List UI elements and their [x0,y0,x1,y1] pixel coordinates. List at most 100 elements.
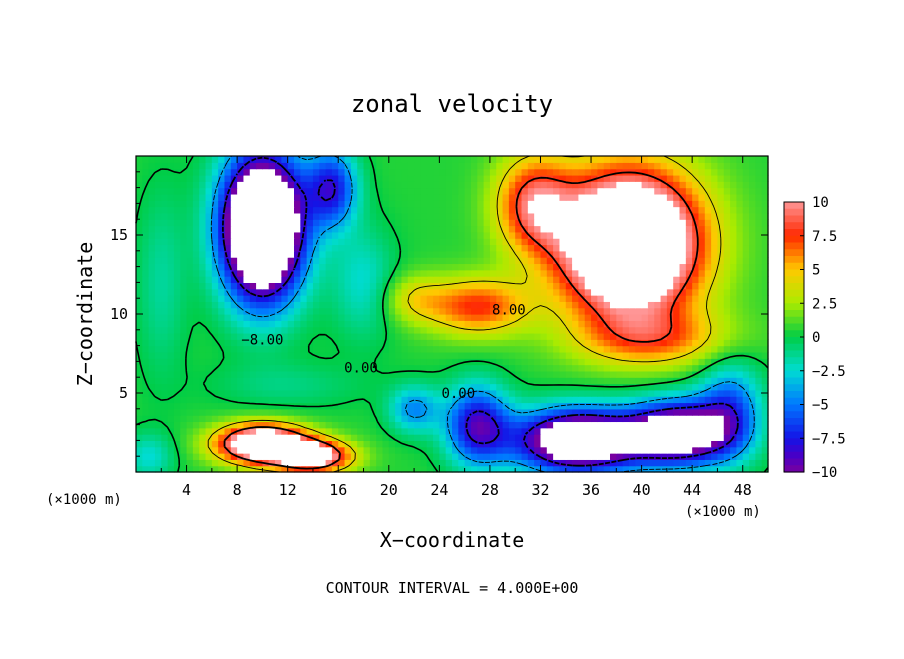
heatmap-cell [205,244,213,252]
heatmap-cell [628,181,636,189]
heatmap-cell [382,238,390,246]
heatmap-cell [186,212,194,220]
heatmap-cell [553,364,561,372]
heatmap-cell [433,364,440,372]
heatmap-cell [192,244,200,252]
heatmap-cell [628,339,636,347]
heatmap-cell [723,377,731,385]
heatmap-cell [692,295,700,302]
heatmap-cell [338,364,346,372]
heatmap-cell [736,257,744,265]
heatmap-cell [521,377,529,385]
heatmap-cell [395,421,403,429]
heatmap-cell [502,231,510,239]
heatmap-cell [376,408,384,416]
heatmap-cell [711,453,719,460]
heatmap-cell [761,427,769,435]
heatmap-cell [167,415,175,423]
heatmap-cell [723,174,731,182]
heatmap-cell [395,168,403,176]
heatmap-cell [256,238,263,246]
heatmap-cell [603,295,611,302]
heatmap-cell [584,465,592,473]
heatmap-cell [578,377,586,385]
heatmap-cell [306,320,314,328]
heatmap-cell [470,332,478,340]
heatmap-cell [730,288,737,296]
heatmap-cell [211,156,219,163]
heatmap-cell [395,377,403,385]
heatmap-cell [148,345,156,353]
heatmap-cell [572,269,579,277]
heatmap-cell [597,453,605,460]
heatmap-cell [148,206,156,214]
heatmap-cell [496,370,504,378]
heatmap-cell [237,206,245,214]
heatmap-cell [407,415,415,423]
heatmap-cell [622,339,630,347]
heatmap-cell [268,332,276,340]
heatmap-cell [641,434,649,441]
heatmap-cell [136,364,143,372]
heatmap-cell [584,351,592,359]
heatmap-cell [736,446,744,454]
heatmap-cell [281,446,289,454]
heatmap-cell [464,307,472,315]
heatmap-cell [616,225,624,233]
heatmap-cell [470,339,478,347]
heatmap-cell [755,206,763,214]
heatmap-cell [199,200,207,208]
heatmap-cell [180,440,188,448]
heatmap-cell [534,295,542,302]
heatmap-cell [673,219,681,227]
heatmap-cell [167,446,175,454]
heatmap-cell [420,250,428,258]
heatmap-cell [591,427,598,435]
heatmap-cell [338,427,346,435]
heatmap-cell [654,370,662,378]
heatmap-cell [584,219,592,227]
heatmap-cell [319,440,327,448]
heatmap-cell [319,174,327,182]
heatmap-cell [704,415,712,423]
heatmap-cell [142,314,150,321]
heatmap-cell [540,200,548,208]
heatmap-cell [167,181,175,189]
heatmap-cell [167,168,175,176]
heatmap-cell [521,200,529,208]
heatmap-cell [470,206,478,214]
heatmap-cell [256,257,263,265]
heatmap-cell [211,307,219,315]
heatmap-cell [515,269,523,277]
heatmap-cell [698,377,706,385]
heatmap-cell [458,389,466,397]
heatmap-cell [180,389,188,397]
heatmap-cell [508,295,516,302]
heatmap-cell [641,206,649,214]
heatmap-cell [470,345,478,353]
heatmap-cell [616,295,624,302]
heatmap-cell [553,269,561,277]
heatmap-cell [736,326,744,334]
heatmap-cell [344,231,352,239]
heatmap-cell [717,446,725,454]
heatmap-cell [300,269,308,277]
heatmap-cell [161,358,169,366]
heatmap-cell [388,370,396,378]
heatmap-cell [331,307,339,315]
heatmap-cell [647,225,655,233]
heatmap-cell [395,162,403,170]
heatmap-cell [736,434,744,441]
heatmap-cell [148,238,156,246]
heatmap-cell [584,200,592,208]
heatmap-cell [192,187,200,195]
heatmap-cell [641,465,649,473]
heatmap-cell [395,282,403,290]
heatmap-cell [357,257,365,265]
heatmap-cell [578,174,586,182]
heatmap-cell [508,459,516,467]
heatmap-cell [300,301,308,309]
heatmap-cell [262,238,270,246]
heatmap-cell [704,339,712,347]
heatmap-cell [534,206,542,214]
